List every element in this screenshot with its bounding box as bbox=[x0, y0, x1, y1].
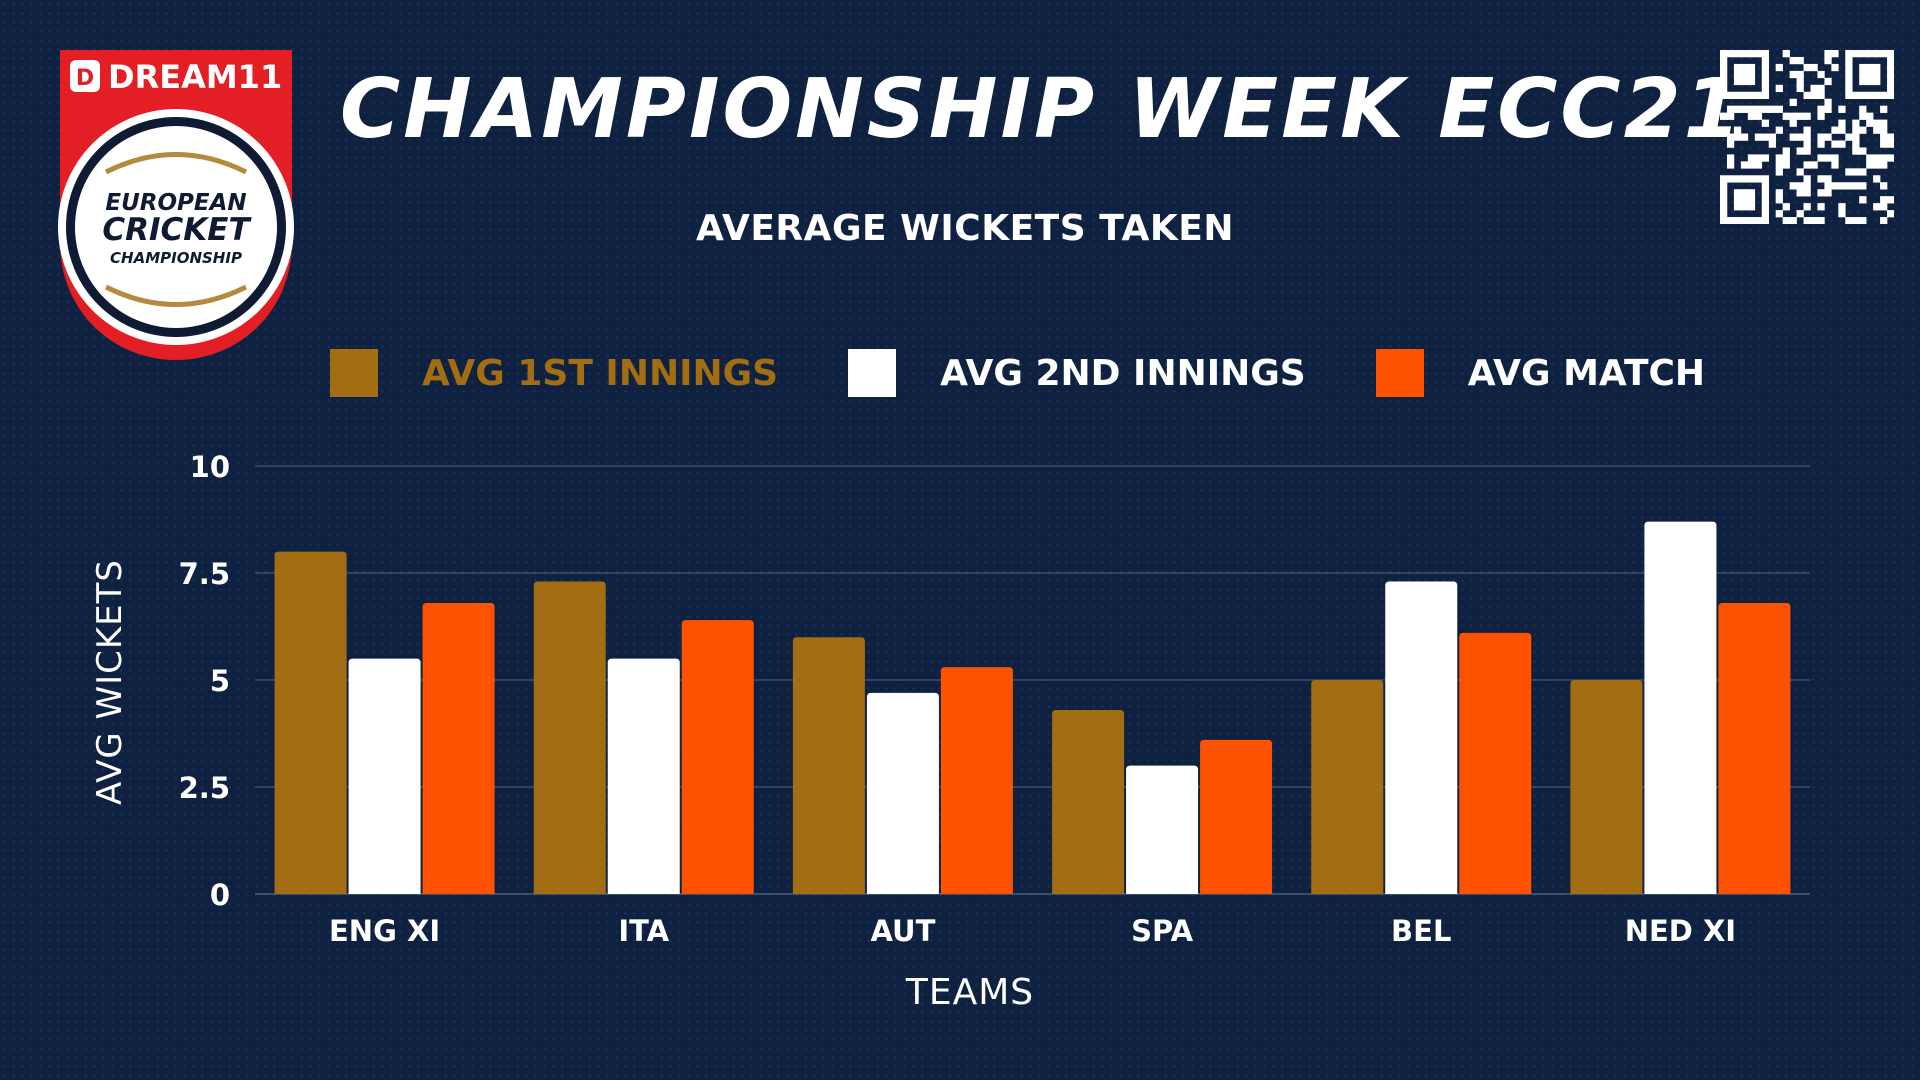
legend-label-match: AVG MATCH bbox=[1467, 352, 1706, 394]
bar bbox=[940, 667, 1013, 894]
chart-subtitle: AVERAGE WICKETS TAKEN bbox=[696, 208, 1234, 249]
bar bbox=[1570, 680, 1643, 894]
x-axis-label: TEAMS bbox=[905, 972, 1035, 1013]
dream11-icon: D bbox=[70, 60, 100, 92]
legend-swatch-2nd-innings bbox=[848, 349, 897, 397]
bar bbox=[533, 581, 606, 894]
x-tick-label: AUT bbox=[870, 914, 935, 948]
bar bbox=[1459, 632, 1532, 894]
logo-sponsor: DREAM11 bbox=[108, 58, 282, 96]
x-tick-label: NED XI bbox=[1625, 914, 1736, 948]
x-tick-label: BEL bbox=[1391, 914, 1451, 948]
x-tick-label: SPA bbox=[1131, 914, 1193, 948]
bar bbox=[348, 658, 421, 894]
bar bbox=[422, 602, 495, 894]
bar bbox=[866, 692, 939, 894]
legend-item-match: AVG MATCH bbox=[1375, 349, 1706, 397]
x-tick-label: ITA bbox=[618, 914, 669, 948]
bar bbox=[1126, 765, 1199, 894]
y-tick-label: 5 bbox=[210, 664, 230, 698]
page-title: CHAMPIONSHIP WEEK ECC21 bbox=[340, 62, 1744, 157]
y-tick-label: 7.5 bbox=[179, 557, 230, 591]
bar bbox=[1644, 521, 1717, 894]
bar bbox=[1200, 739, 1273, 894]
y-tick-label: 0 bbox=[210, 878, 230, 912]
legend-label-2nd-innings: AVG 2ND INNINGS bbox=[940, 352, 1306, 394]
legend-swatch-match bbox=[1375, 349, 1424, 397]
bar bbox=[1311, 680, 1384, 894]
logo-line-1: EUROPEAN bbox=[105, 190, 246, 216]
logo-line-2: CRICKET bbox=[102, 212, 252, 248]
chart-legend: AVG 1ST INNINGS AVG 2ND INNINGS AVG MATC… bbox=[330, 345, 1775, 401]
legend-item-1st-innings: AVG 1ST INNINGS bbox=[330, 349, 778, 397]
logo-line-3: CHAMPIONSHIP bbox=[110, 249, 242, 267]
bar bbox=[681, 620, 754, 894]
bar bbox=[274, 551, 347, 894]
svg-text:D: D bbox=[76, 66, 94, 91]
bar bbox=[1718, 602, 1791, 894]
legend-label-1st-innings: AVG 1ST INNINGS bbox=[422, 352, 779, 394]
x-tick-label: ENG XI bbox=[329, 914, 440, 948]
bar bbox=[607, 658, 680, 894]
qr-code-icon[interactable] bbox=[1720, 50, 1894, 224]
bar bbox=[1052, 709, 1125, 894]
bar bbox=[792, 637, 865, 894]
bar bbox=[1385, 581, 1458, 894]
y-tick-label: 2.5 bbox=[179, 771, 230, 805]
y-tick-label: 10 bbox=[190, 450, 230, 484]
legend-swatch-1st-innings bbox=[330, 349, 378, 397]
ecc-logo: D DREAM11 EUROPEAN CRICKET CHAMPIONSHIP bbox=[58, 50, 294, 360]
legend-item-2nd-innings: AVG 2ND INNINGS bbox=[848, 349, 1306, 397]
